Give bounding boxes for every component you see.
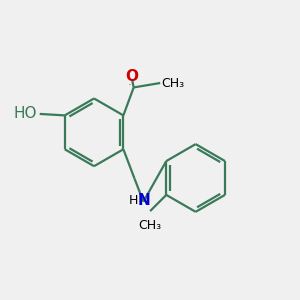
Text: H: H	[128, 194, 138, 207]
Text: HO: HO	[13, 106, 37, 122]
Text: CH₃: CH₃	[139, 219, 162, 232]
Text: N: N	[138, 193, 150, 208]
Text: O: O	[126, 69, 139, 84]
Text: CH₃: CH₃	[162, 76, 185, 89]
